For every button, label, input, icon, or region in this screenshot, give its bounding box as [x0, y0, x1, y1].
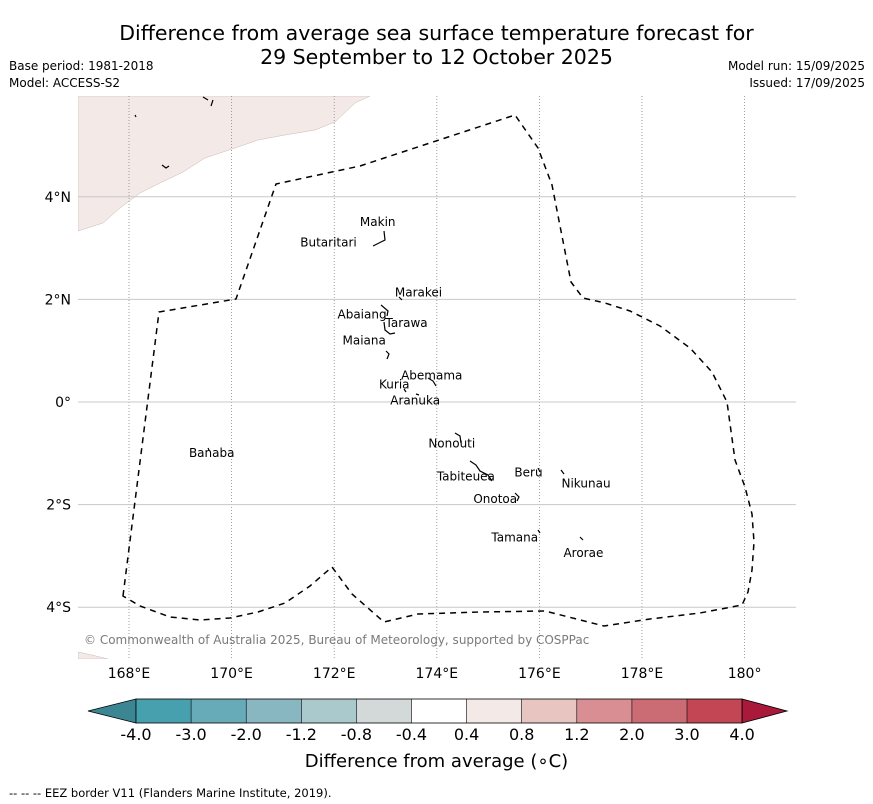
longitude-tick-label: 180° — [728, 666, 762, 682]
colorbar-tick-label: 0.4 — [454, 725, 479, 744]
island-shape — [372, 230, 386, 247]
copyright-text: © Commonwealth of Australia 2025, Bureau… — [84, 633, 589, 647]
island-shape — [161, 164, 170, 169]
island-shape — [427, 377, 437, 387]
colorbar-swatch — [246, 699, 302, 723]
island-shape — [202, 96, 214, 107]
colorbar-swatch — [191, 699, 247, 723]
warm-anomaly-patch-south — [78, 651, 109, 659]
colorbar-swatch — [576, 699, 632, 723]
island-label-nonouti: Nonouti — [428, 436, 475, 450]
axis-labels: 168°E 170°E 172°E 174°E 176°E 178°E 180° 4°N 2°N… — [45, 190, 762, 682]
model-run-text: Model run: 15/09/2025 — [727, 59, 865, 73]
longitude-tick-label: 168°E — [108, 666, 151, 682]
meta-left: Base period: 1981-2018 Model: ACCESS-S2 — [9, 58, 154, 92]
colorbar-tick-label: 0.8 — [509, 725, 534, 744]
warm-anomaly-patch — [78, 96, 371, 232]
colorbar-tick-label: -2.0 — [231, 725, 262, 744]
island-shape — [385, 350, 390, 360]
chart-title: Difference from average sea surface temp… — [0, 21, 873, 69]
colorbar-swatch — [687, 699, 743, 723]
gridlines — [78, 96, 796, 659]
latitude-tick-label: 4°N — [45, 190, 71, 206]
base-period-text: Base period: 1981-2018 — [9, 59, 154, 73]
meta-right: Model run: 15/09/2025 Issued: 17/09/2025 — [728, 58, 865, 92]
island-label-nikunau: Nikunau — [561, 476, 610, 490]
island-label-tarawa: Tarawa — [385, 316, 428, 330]
island-label-abaiang: Abaiang — [338, 308, 387, 322]
colorbar-tick-label: 2.0 — [619, 725, 644, 744]
island-shape — [469, 460, 493, 482]
island-label-makin: Makin — [360, 215, 396, 229]
island-label-banaba: Banaba — [189, 446, 235, 460]
island-label-maiana: Maiana — [343, 333, 386, 347]
latitude-tick-label: 4°S — [46, 600, 71, 616]
island-shape — [537, 467, 565, 475]
title-line-1: Difference from average sea surface temp… — [119, 21, 754, 45]
latitude-tick-label: 2°N — [45, 292, 71, 308]
island-shape — [383, 321, 396, 335]
island-label-arorae: Arorae — [563, 546, 603, 560]
island-label-onotoa: Onotoa — [473, 492, 517, 506]
island-shape — [134, 114, 137, 118]
colorbar-frame — [135, 698, 743, 724]
island-shapes — [134, 96, 584, 541]
colorbar-swatch — [301, 699, 357, 723]
colorbar-tick-label: -3.0 — [175, 725, 206, 744]
latitude-tick-label: 2°S — [46, 498, 71, 514]
colorbar-swatch — [521, 699, 577, 723]
colorbar-title: Difference from average (∘C) — [304, 751, 569, 772]
island-label-tamana: Tamana — [490, 530, 538, 544]
island-label-kuria: Kuria — [379, 378, 410, 392]
colorbar-tick-label: 4.0 — [729, 725, 754, 744]
colorbar-extension-low — [87, 698, 137, 724]
longitude-tick-label: 176°E — [518, 666, 561, 682]
title-line-2: 29 September to 12 October 2025 — [260, 45, 613, 69]
island-shape — [403, 388, 420, 396]
island-label-marakei: Marakei — [395, 285, 442, 299]
island-shape — [380, 304, 389, 317]
colorbar-tick-label: -0.8 — [341, 725, 372, 744]
island-label-aranuka: Aranuka — [390, 393, 440, 407]
colorbar-tick-label: -1.2 — [286, 725, 317, 744]
eez-border — [122, 114, 755, 627]
island-shape — [207, 447, 210, 451]
longitude-tick-label: 170°E — [210, 666, 253, 682]
issued-text: Issued: 17/09/2025 — [749, 76, 865, 90]
colorbar: -4.0 -3.0 -2.0 -1.2 -0.8 -0.4 0.4 0.8 1.2 2.0 3.0 4… — [87, 698, 789, 744]
colorbar-swatch — [411, 699, 467, 723]
colorbar-swatch — [136, 699, 192, 723]
longitude-tick-label: 178°E — [621, 666, 664, 682]
colorbar-tick-label: 1.2 — [564, 725, 589, 744]
island-label-butaritari: Butaritari — [300, 236, 357, 250]
latitude-tick-label: 0° — [55, 395, 71, 411]
island-shape — [398, 296, 403, 301]
model-text: Model: ACCESS-S2 — [9, 76, 121, 90]
colorbar-swatch — [631, 699, 687, 723]
longitude-tick-label: 174°E — [416, 666, 459, 682]
eez-footnote: -- -- -- EEZ border V11 (Flanders Marine… — [9, 786, 332, 800]
colorbar-extension-high — [741, 698, 789, 724]
colorbar-swatch — [466, 699, 522, 723]
island-shape — [537, 529, 584, 541]
colorbar-swatch — [356, 699, 412, 723]
island-shape — [454, 432, 462, 444]
island-shape — [514, 492, 520, 502]
colorbar-tick-label: 3.0 — [674, 725, 699, 744]
colorbar-tick-label: -0.4 — [396, 725, 427, 744]
island-label-beru: Beru — [514, 465, 542, 479]
island-label-tabiteuea: Tabiteuea — [436, 470, 495, 484]
longitude-tick-label: 172°E — [313, 666, 356, 682]
island-label-abemama: Abemama — [401, 368, 462, 382]
colorbar-tick-label: -4.0 — [120, 725, 151, 744]
